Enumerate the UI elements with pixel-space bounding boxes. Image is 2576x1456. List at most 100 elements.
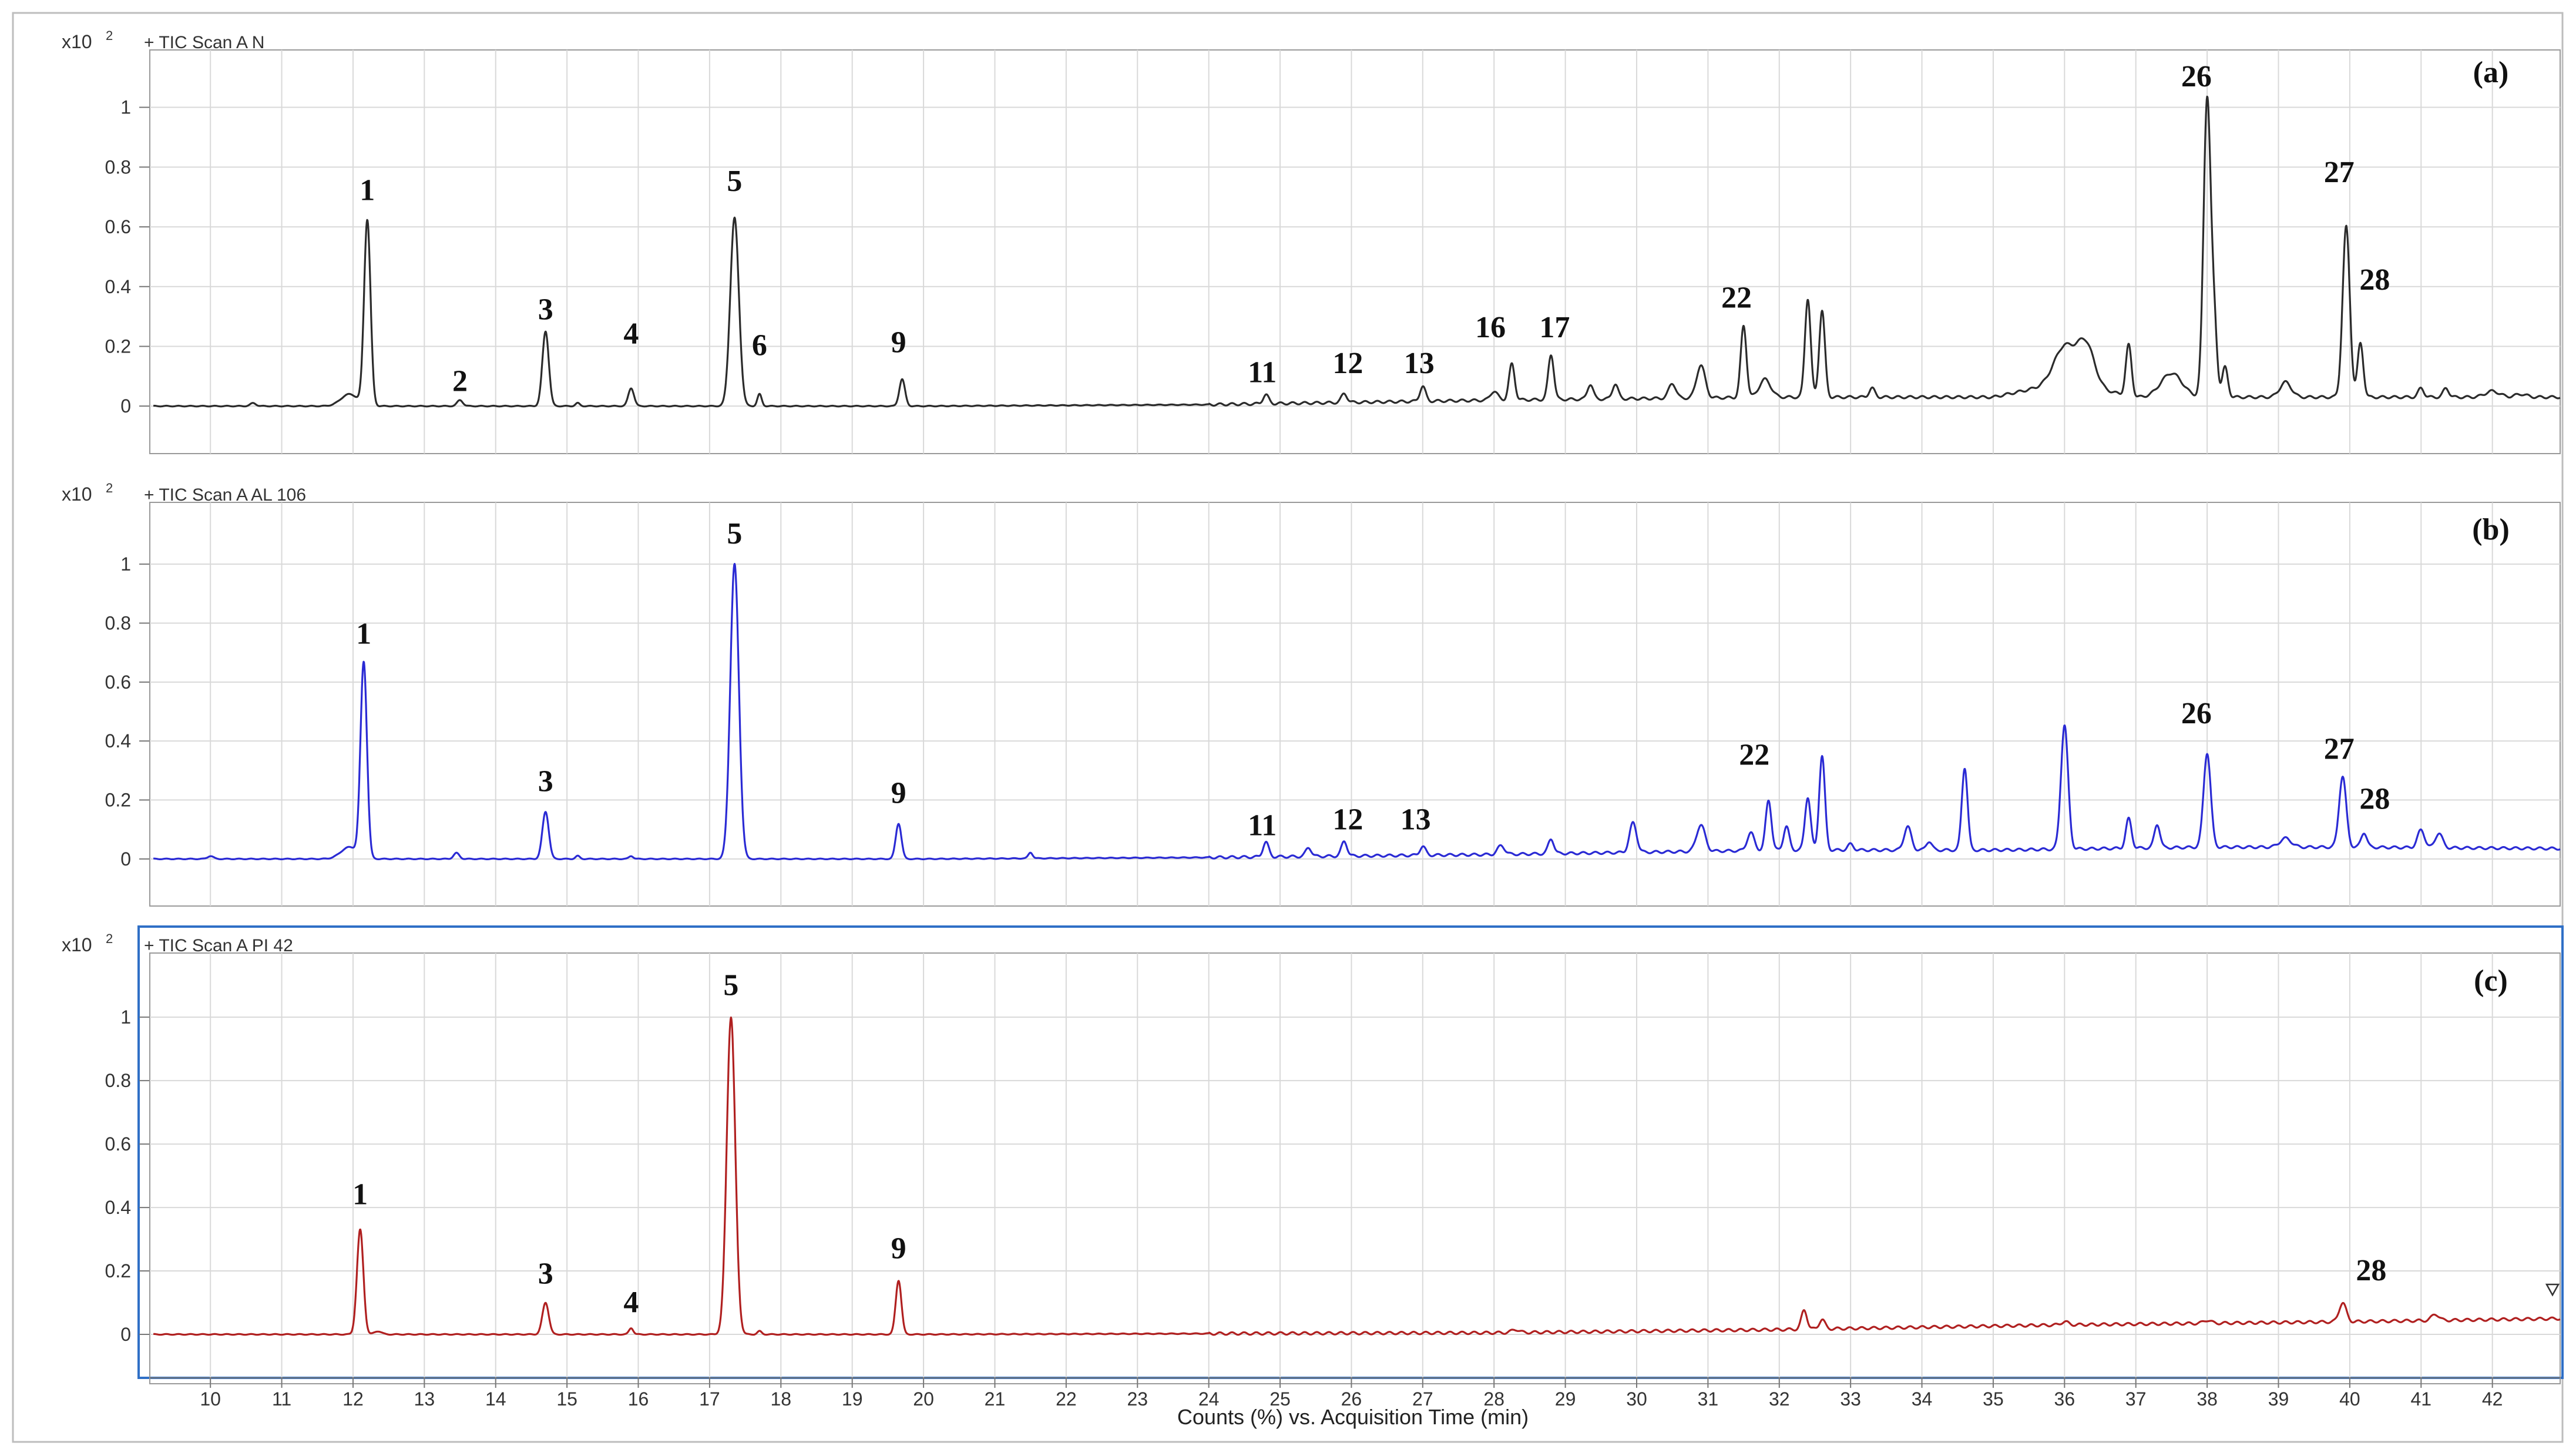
x-tick-label: 23 [1127, 1388, 1148, 1410]
x-tick-label: 21 [985, 1388, 1006, 1410]
peak-label: 12 [1332, 803, 1363, 837]
x-tick-label: 28 [1483, 1388, 1504, 1410]
x-tick-label: 20 [913, 1388, 934, 1410]
peak-label: 11 [1248, 355, 1277, 389]
peak-label: 1 [356, 618, 371, 651]
peak-label: 17 [1539, 311, 1570, 344]
x-tick-label: 26 [1341, 1388, 1362, 1410]
panel-letter: (c) [2474, 964, 2508, 998]
peak-label: 9 [891, 326, 906, 360]
x-axis: 10 11 12 13 14 15 16 17 18 19 20 21 22 23 24 25 26 27 28 29… [150, 1377, 2560, 1410]
tic-trace [153, 95, 2561, 408]
x-tick-label: 42 [2482, 1388, 2503, 1410]
peak-label: 1 [360, 173, 375, 207]
y-tick-label: 0.8 [105, 612, 131, 633]
y-scale-exponent: 2 [106, 481, 113, 495]
peak-label: 3 [538, 293, 553, 327]
x-tick-label: 34 [1912, 1388, 1933, 1410]
peak-label: 3 [538, 1257, 553, 1291]
peak-label: 2 [452, 365, 468, 398]
y-scale-exponent: 2 [106, 931, 113, 946]
y-tick-label: 0.8 [105, 156, 131, 177]
peak-label: 26 [2181, 60, 2212, 93]
peak-label: 9 [891, 1232, 906, 1265]
peak-label: 11 [1248, 809, 1277, 843]
x-tick-label: 30 [1626, 1388, 1647, 1410]
panel-2: 0 0.2 0.4 0.6 0.8 1 x10 2 + TIC Scan A PI 42 (c) 1… [62, 925, 2564, 1384]
x-tick-label: 27 [1412, 1388, 1433, 1410]
peak-label: 12 [1332, 347, 1363, 380]
x-tick-label: 10 [200, 1388, 221, 1410]
x-tick-label: 15 [556, 1388, 577, 1410]
peak-label: 6 [752, 329, 767, 363]
y-tick-label: 0.4 [105, 276, 131, 297]
y-tick-label: 0.6 [105, 216, 131, 237]
y-scale-exponent: 2 [106, 28, 113, 43]
y-scale-label: x10 [62, 31, 92, 52]
x-tick-label: 14 [485, 1388, 506, 1410]
tic-trace [153, 563, 2561, 860]
y-tick-label: 0.2 [105, 789, 131, 810]
x-tick-label: 19 [842, 1388, 863, 1410]
y-tick-label: 0.6 [105, 672, 131, 693]
peak-label: 5 [727, 517, 742, 551]
peak-label: 1 [352, 1178, 368, 1212]
x-tick-label: 18 [771, 1388, 792, 1410]
plot-area[interactable] [149, 49, 2561, 454]
x-tick-label: 35 [1983, 1388, 2004, 1410]
trace-title: + TIC Scan A AL 106 [144, 485, 306, 505]
x-tick-label: 16 [628, 1388, 649, 1410]
figure-frame [12, 12, 2564, 1443]
x-tick-label: 11 [272, 1388, 291, 1410]
x-tick-label: 38 [2197, 1388, 2218, 1410]
y-tick-label: 0.8 [105, 1070, 131, 1091]
x-tick-label: 25 [1269, 1388, 1291, 1410]
peak-label: 28 [2359, 263, 2390, 297]
x-tick-label: 33 [1840, 1388, 1861, 1410]
y-tick-label: 0 [120, 395, 131, 417]
y-tick-label: 0.2 [105, 1260, 131, 1281]
y-tick-label: 0.4 [105, 1197, 131, 1218]
peak-label: 3 [538, 764, 553, 798]
peak-label: 13 [1404, 347, 1435, 380]
peak-label: 4 [623, 1286, 639, 1319]
peak-label: 27 [2324, 732, 2355, 766]
y-tick-label: 0 [120, 1324, 131, 1345]
x-tick-label: 17 [699, 1388, 720, 1410]
peak-label: 26 [2181, 697, 2212, 730]
y-scale-label: x10 [62, 934, 92, 955]
x-tick-label: 29 [1555, 1388, 1576, 1410]
peak-label: 28 [2356, 1254, 2386, 1287]
x-tick-label: 36 [2054, 1388, 2075, 1410]
y-tick-label: 0.2 [105, 336, 131, 357]
x-tick-label: 39 [2268, 1388, 2289, 1410]
y-tick-label: 1 [120, 97, 131, 118]
peak-label: 5 [727, 165, 742, 198]
plot-area[interactable] [149, 502, 2561, 907]
y-tick-label: 1 [120, 1007, 131, 1028]
peak-label: 22 [1739, 738, 1769, 771]
x-tick-label: 22 [1056, 1388, 1077, 1410]
panel-1: 0 0.2 0.4 0.6 0.8 1 x10 2 + TIC Scan A AL 106 (b)… [62, 481, 2561, 907]
x-tick-label: 13 [414, 1388, 435, 1410]
peak-label: 22 [1721, 281, 1752, 314]
peak-label: 13 [1400, 803, 1431, 837]
y-tick-label: 0.4 [105, 730, 131, 752]
x-tick-label: 41 [2410, 1388, 2431, 1410]
x-tick-label: 37 [2125, 1388, 2147, 1410]
x-tick-label: 40 [2339, 1388, 2360, 1410]
tic-trace [153, 1016, 2561, 1336]
peak-label: 5 [723, 968, 738, 1002]
peak-label: 4 [623, 317, 639, 350]
y-tick-label: 1 [120, 553, 131, 575]
peak-label: 27 [2324, 156, 2355, 189]
x-tick-label: 31 [1698, 1388, 1719, 1410]
y-tick-label: 0 [120, 848, 131, 870]
plot-area[interactable] [149, 952, 2561, 1384]
x-tick-label: 24 [1198, 1388, 1220, 1410]
x-tick-label: 32 [1769, 1388, 1790, 1410]
trace-title: + TIC Scan A N [144, 33, 264, 52]
peak-label: 16 [1475, 311, 1506, 344]
